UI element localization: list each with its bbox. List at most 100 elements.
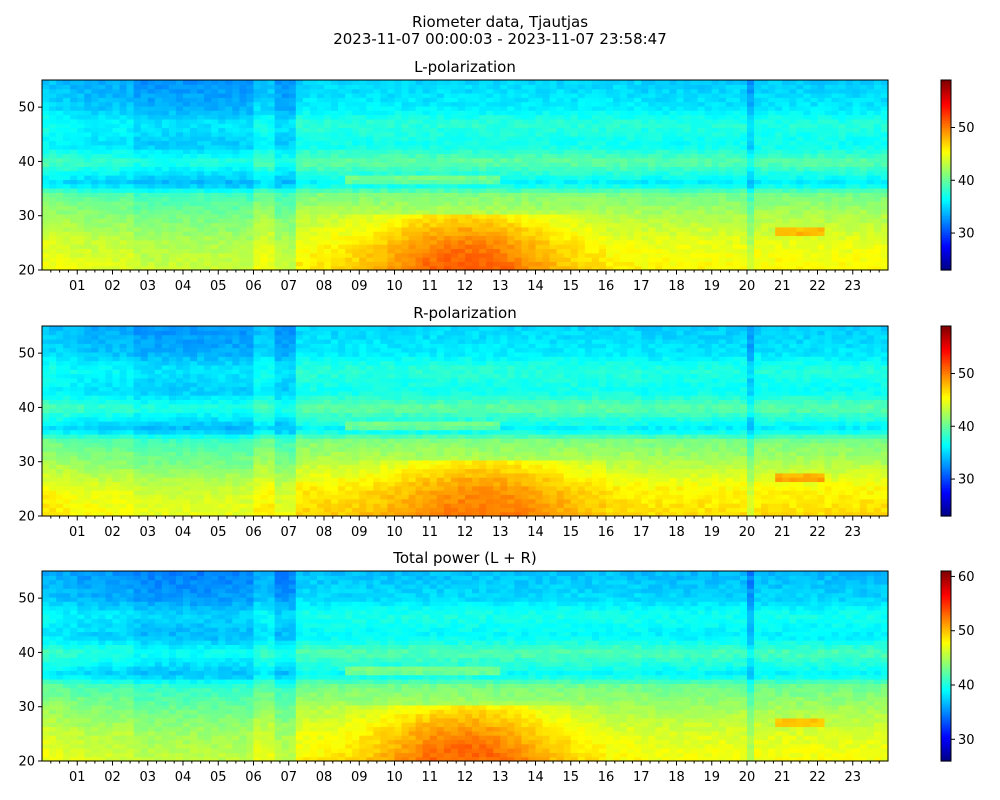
heatmap-cell <box>584 123 593 129</box>
heatmap-cell <box>528 114 537 120</box>
heatmap-cell <box>338 92 346 98</box>
heatmap-cell <box>316 218 325 224</box>
heatmap-cell <box>620 226 628 232</box>
heatmap-cell <box>655 187 663 193</box>
heatmap-cell <box>140 252 149 258</box>
heatmap-cell <box>465 170 473 176</box>
heatmap-cell <box>274 144 283 150</box>
heatmap-cell <box>281 144 290 150</box>
heatmap-cell <box>443 209 452 215</box>
heatmap-cell <box>676 101 685 107</box>
heatmap-cell <box>147 110 156 116</box>
heatmap-cell <box>789 213 797 219</box>
heatmap-cell <box>634 101 642 107</box>
heatmap-cell <box>676 222 685 228</box>
heatmap-cell <box>84 218 92 224</box>
heatmap-cell <box>542 192 551 198</box>
heatmap-cell <box>662 166 671 172</box>
heatmap-cell <box>465 218 473 224</box>
heatmap-cell <box>718 118 727 124</box>
heatmap-cell <box>768 123 776 129</box>
heatmap-cell <box>824 88 833 94</box>
heatmap-cell <box>465 84 473 90</box>
heatmap-cell <box>49 101 57 107</box>
heatmap-cell <box>782 248 790 254</box>
heatmap-cell <box>338 101 346 107</box>
heatmap-cell <box>408 80 417 85</box>
heatmap-cell <box>711 205 720 211</box>
heatmap-cell <box>281 235 290 241</box>
heatmap-cell <box>676 231 685 237</box>
heatmap-cell <box>232 166 240 172</box>
heatmap-cell <box>831 84 840 90</box>
heatmap-cell <box>810 209 819 215</box>
heatmap-cell <box>91 179 99 185</box>
heatmap-cell <box>824 84 833 90</box>
heatmap-cell <box>183 200 191 206</box>
heatmap-cell <box>161 179 170 185</box>
heatmap-cell <box>324 265 332 271</box>
heatmap-cell <box>63 179 71 185</box>
heatmap-cell <box>486 205 494 211</box>
heatmap-cell <box>718 222 727 228</box>
heatmap-cell <box>211 244 219 250</box>
heatmap-cell <box>627 179 635 185</box>
heatmap-cell <box>514 153 522 159</box>
heatmap-cell <box>556 127 565 133</box>
heatmap-cell <box>415 213 424 219</box>
heatmap-cell <box>641 105 649 111</box>
heatmap-cell <box>373 261 381 267</box>
heatmap-cell <box>168 162 177 167</box>
heatmap-cell <box>168 123 177 129</box>
heatmap-cell <box>119 101 128 107</box>
heatmap-cell <box>105 144 114 150</box>
heatmap-cell <box>373 80 381 85</box>
heatmap-cell <box>436 213 445 219</box>
heatmap-cell <box>528 192 537 198</box>
heatmap-cell <box>302 80 311 85</box>
heatmap-cell <box>401 118 410 124</box>
heatmap-cell <box>331 101 339 107</box>
heatmap-cell <box>457 265 466 271</box>
heatmap-cell <box>754 123 762 129</box>
heatmap-cell <box>274 196 283 202</box>
heatmap-cell <box>768 166 776 172</box>
heatmap-cell <box>211 218 219 224</box>
heatmap-cell <box>239 205 248 211</box>
heatmap-cell <box>627 175 635 180</box>
heatmap-cell <box>133 101 142 107</box>
heatmap-cell <box>718 114 727 120</box>
heatmap-cell <box>133 105 142 111</box>
heatmap-cell <box>331 153 339 159</box>
heatmap-cell <box>824 92 833 98</box>
heatmap-cell <box>197 105 205 111</box>
heatmap-cell <box>394 162 403 167</box>
heatmap-cell <box>204 213 212 219</box>
heatmap-cell <box>521 166 530 172</box>
heatmap-cell <box>669 105 678 111</box>
heatmap-cell <box>620 239 628 245</box>
heatmap-cell <box>140 127 149 133</box>
heatmap-cell <box>803 84 812 90</box>
heatmap-cell <box>782 149 790 155</box>
heatmap-cell <box>535 235 544 241</box>
heatmap-cell <box>401 105 410 111</box>
heatmap-cell <box>718 84 727 90</box>
heatmap-cell <box>105 140 114 146</box>
heatmap-cell <box>401 123 410 129</box>
heatmap-cell <box>147 88 156 94</box>
heatmap-cell <box>500 196 508 202</box>
heatmap-cell <box>817 136 826 142</box>
heatmap-cell <box>570 140 579 146</box>
heatmap-cell <box>613 218 621 224</box>
heatmap-cell <box>704 110 713 116</box>
heatmap-cell <box>218 205 226 211</box>
heatmap-cell <box>359 226 367 232</box>
heatmap-cell <box>183 265 191 271</box>
heatmap-cell <box>197 140 205 146</box>
heatmap-cell <box>133 157 142 163</box>
heatmap-cell <box>246 105 255 111</box>
heatmap-cell <box>683 205 692 211</box>
heatmap-cell <box>429 127 438 133</box>
heatmap-cell <box>91 248 99 254</box>
